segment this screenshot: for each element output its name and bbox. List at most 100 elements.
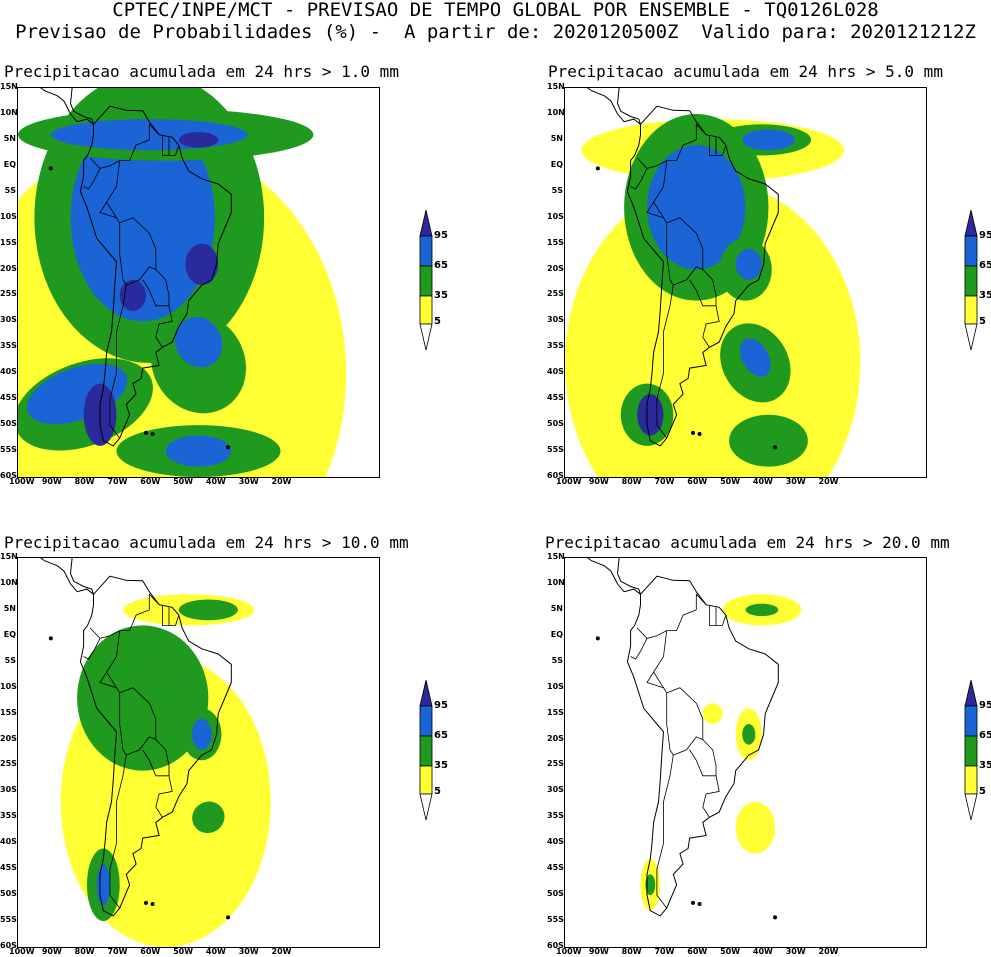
lat-label: 10S: [547, 681, 564, 691]
lat-label: 20S: [547, 263, 564, 273]
country-border-2: [119, 222, 127, 286]
colorbar-label: 65: [434, 730, 448, 741]
country-border-2: [666, 692, 674, 756]
country-border-4: [689, 269, 717, 307]
colorbar: [419, 210, 433, 351]
country-border-5: [155, 775, 173, 818]
lat-label: 35S: [0, 341, 17, 351]
colorbar-label: 95: [979, 230, 991, 241]
country-border-4: [689, 739, 717, 777]
lon-label: 80W: [74, 477, 95, 486]
lat-label: 50S: [0, 889, 17, 899]
country-border-12: [162, 135, 169, 156]
colorbar-95: [419, 210, 433, 237]
lat-label: 5N: [550, 603, 563, 613]
chart-title-line1: CPTEC/INPE/MCT - PREVISAO DE TEMPO GLOBA…: [112, 0, 879, 21]
island-0: [595, 166, 600, 171]
lat-label: 60S: [547, 471, 564, 480]
lat-label: 40S: [547, 367, 564, 377]
probability-map: [17, 557, 380, 948]
prob-area-3: [647, 145, 746, 270]
lat-label: 5N: [3, 133, 16, 143]
lat-label: 15N: [0, 82, 18, 91]
lon-label: 50W: [173, 477, 194, 486]
lon-label: 70W: [654, 477, 675, 486]
lon-label: 90W: [588, 947, 609, 956]
country-border-0: [653, 609, 697, 694]
lat-label: 60S: [0, 471, 17, 480]
country-border-5: [702, 305, 720, 348]
country-border-6: [109, 285, 127, 439]
prob-area-1: [745, 603, 779, 617]
lon-label: 90W: [41, 947, 62, 956]
country-border-0: [653, 139, 697, 224]
lat-label: 10S: [0, 681, 17, 691]
lon-label: 40W: [752, 477, 773, 486]
colorbar-label: 65: [434, 260, 448, 271]
colorbar-label: 5: [979, 316, 986, 327]
colorbar-0: [964, 793, 978, 821]
lat-label: 30S: [547, 785, 564, 795]
country-border-4: [142, 269, 170, 307]
panel-title: Precipitacao acumulada em 24 hrs > 10.0 …: [4, 533, 409, 552]
lon-label: 70W: [107, 947, 128, 956]
south-america-coast: [79, 105, 232, 447]
central-america-coast-2: [616, 558, 641, 595]
country-border-2: [119, 692, 127, 756]
lon-label: 90W: [41, 477, 62, 486]
central-america-coast: [587, 558, 641, 595]
colorbar: [419, 680, 433, 821]
country-border-9: [646, 201, 664, 219]
country-border-3: [673, 736, 703, 756]
lat-label: 55S: [547, 915, 564, 925]
lat-label: 30S: [0, 315, 17, 325]
country-border-12: [709, 135, 716, 156]
lat-label: 15N: [0, 552, 18, 561]
country-border-5: [702, 775, 720, 818]
lon-label: 90W: [588, 477, 609, 486]
country-border-9: [99, 671, 117, 689]
country-border-3: [673, 266, 703, 286]
country-border-11: [715, 607, 727, 626]
island-2: [690, 430, 695, 435]
lat-label: 15S: [547, 237, 564, 247]
lat-label: 10N: [547, 577, 565, 587]
lon-label: 30W: [785, 947, 806, 956]
prob-area-5: [178, 132, 219, 148]
colorbar-label: 35: [434, 290, 448, 301]
lat-label: 15S: [547, 707, 564, 717]
colorbar-95: [964, 680, 978, 707]
country-border-6: [656, 755, 674, 909]
prob-area-9: [739, 338, 771, 377]
colorbar-label: 35: [979, 290, 991, 301]
lat-label: 15N: [547, 552, 565, 561]
country-border-10: [695, 593, 707, 610]
central-america-coast: [40, 88, 94, 125]
country-border-0: [106, 609, 150, 694]
island-1: [150, 901, 155, 906]
lat-label: 40S: [0, 837, 17, 847]
lat-label: 55S: [0, 445, 17, 455]
country-border-11: [168, 137, 180, 156]
lat-label: 15S: [0, 707, 17, 717]
lon-label: 80W: [74, 947, 95, 956]
lon-label: 30W: [238, 947, 259, 956]
lon-label: 60W: [687, 947, 708, 956]
lat-label: 35S: [547, 341, 564, 351]
lat-label: 60S: [547, 941, 564, 950]
lat-label: 10S: [0, 211, 17, 221]
prob-area-15: [119, 279, 146, 312]
country-border-12: [709, 605, 716, 626]
lat-label: EQ: [3, 159, 16, 169]
prob-area-5: [702, 703, 723, 724]
panel-title: Precipitacao acumulada em 24 hrs > 1.0 m…: [4, 62, 399, 81]
colorbar-95: [964, 210, 978, 237]
country-border-8: [630, 638, 648, 660]
country-border-3: [126, 266, 156, 286]
lat-label: 5S: [4, 185, 16, 195]
country-border-0: [106, 139, 150, 224]
prob-area-7: [645, 874, 656, 896]
central-america-coast: [40, 558, 94, 595]
lat-label: 45S: [547, 393, 564, 403]
lon-label: 100W: [9, 477, 35, 486]
